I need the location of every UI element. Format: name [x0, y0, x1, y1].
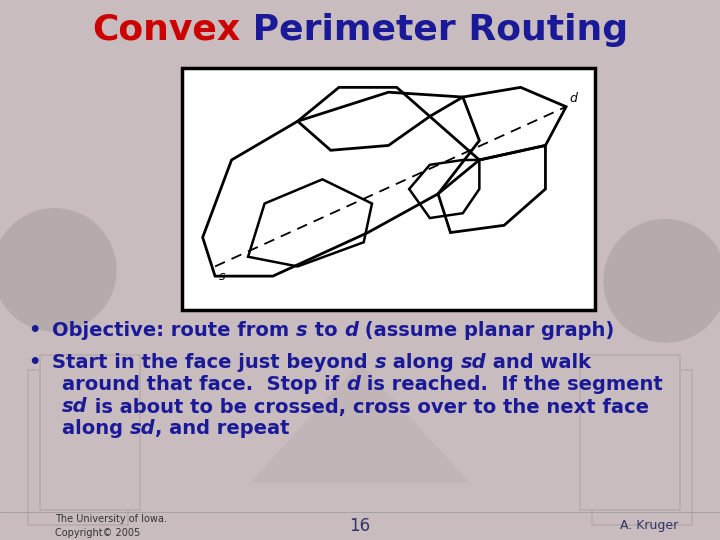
Bar [580, 355, 680, 510]
Text: •: • [28, 354, 40, 373]
Text: along: along [386, 354, 461, 373]
Text: Perimeter Routing: Perimeter Routing [240, 13, 628, 47]
Text: •: • [28, 321, 40, 340]
Text: s: s [374, 354, 386, 373]
Text: and walk: and walk [486, 354, 591, 373]
Text: along: along [62, 420, 130, 438]
Text: The University of Iowa.
Copyright© 2005: The University of Iowa. Copyright© 2005 [55, 514, 167, 538]
Text: Objective: route from: Objective: route from [52, 321, 296, 340]
Bar [28, 370, 128, 525]
Text: 16: 16 [349, 517, 371, 535]
Text: d: d [569, 92, 577, 105]
Text: s: s [219, 271, 225, 284]
Text: s: s [296, 321, 307, 340]
Text: Start in the face just beyond: Start in the face just beyond [52, 354, 374, 373]
Text: d: d [346, 375, 360, 395]
Text: , and repeat: , and repeat [156, 420, 290, 438]
Text: A. Kruger: A. Kruger [620, 519, 678, 532]
Circle shape [604, 220, 720, 342]
Circle shape [0, 209, 116, 331]
Bar [40, 355, 140, 510]
Bar [182, 68, 595, 310]
Text: is about to be crossed, cross over to the next face: is about to be crossed, cross over to th… [88, 397, 649, 416]
Text: d: d [344, 321, 358, 340]
Text: sd: sd [62, 397, 88, 416]
Text: sd: sd [461, 354, 486, 373]
Polygon shape [250, 363, 470, 483]
Text: sd: sd [130, 420, 156, 438]
Text: (assume planar graph): (assume planar graph) [358, 321, 614, 340]
Bar [592, 370, 692, 525]
Text: to: to [307, 321, 344, 340]
Text: Convex: Convex [92, 13, 240, 47]
Text: is reached.  If the segment: is reached. If the segment [360, 375, 662, 395]
Text: around that face.  Stop if: around that face. Stop if [62, 375, 346, 395]
